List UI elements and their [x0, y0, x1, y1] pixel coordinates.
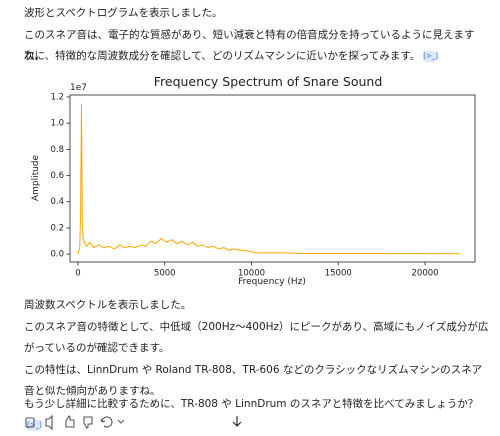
- regenerate-icon[interactable]: [100, 416, 113, 428]
- y-tick-label: 0.2: [50, 223, 64, 233]
- message-line: 周波数スペクトルを表示しました。: [24, 299, 192, 311]
- message-line: 波形とスペクトログラムを表示しました。: [24, 7, 223, 19]
- like-icon[interactable]: [65, 415, 75, 428]
- chart-title: Frequency Spectrum of Snare Sound: [154, 74, 383, 89]
- y-axis-label: Amplitude: [31, 154, 41, 201]
- x-axis-label: Frequency (Hz): [238, 277, 306, 287]
- more-icon[interactable]: [117, 419, 125, 424]
- x-tick-label: 10000: [238, 269, 265, 279]
- message-line: 次に、特徴的な周波数成分を確認して、どのリズムマシンに近いかを探ってみます。 [>…: [24, 46, 490, 67]
- speaker-icon[interactable]: [45, 414, 53, 430]
- dislike-icon[interactable]: [83, 416, 93, 429]
- copy-icon[interactable]: [25, 417, 35, 428]
- x-tick-label: 15000: [325, 269, 352, 279]
- scroll-down-icon[interactable]: [232, 416, 242, 427]
- message-text: もう少し詳細に比較するために、TR-808 や LinnDrum のスネアと特徴…: [24, 398, 479, 410]
- x-tick-label: 0: [75, 269, 80, 279]
- action-bar: [25, 414, 242, 430]
- y-tick-label: 0.4: [50, 197, 64, 207]
- spectrum-line: [77, 103, 460, 255]
- x-tick-label: 5000: [154, 269, 176, 279]
- x-tick-label: 20000: [412, 269, 439, 279]
- y-tick-label: 1.0: [50, 119, 64, 129]
- y-offset-label: 1e7: [70, 83, 87, 93]
- message-line: この特性は、LinnDrum や Roland TR-808、TR-606 など…: [24, 364, 483, 397]
- chart: Frequency Spectrum of Snare Sound 1e7 Fr…: [31, 74, 476, 287]
- message-line: このスネア音は、電子的な質感があり、短い減衰と特有の倍音成分を持っているように見…: [24, 29, 475, 62]
- plot-frame: [69, 94, 476, 263]
- code-badge[interactable]: [>_]: [423, 50, 439, 62]
- y-tick-label: 0.0: [50, 250, 64, 260]
- message-line: このスネア音の特徴として、中低域（200Hz〜400Hz）にピークがあり、高域に…: [24, 321, 489, 354]
- message-text: 次に、特徴的な周波数成分を確認して、どのリズムマシンに近いかを探ってみます。: [24, 50, 421, 62]
- y-tick-label: 0.6: [50, 171, 64, 181]
- y-tick-label: 0.8: [50, 145, 64, 155]
- y-tick-label: 1.2: [50, 92, 64, 102]
